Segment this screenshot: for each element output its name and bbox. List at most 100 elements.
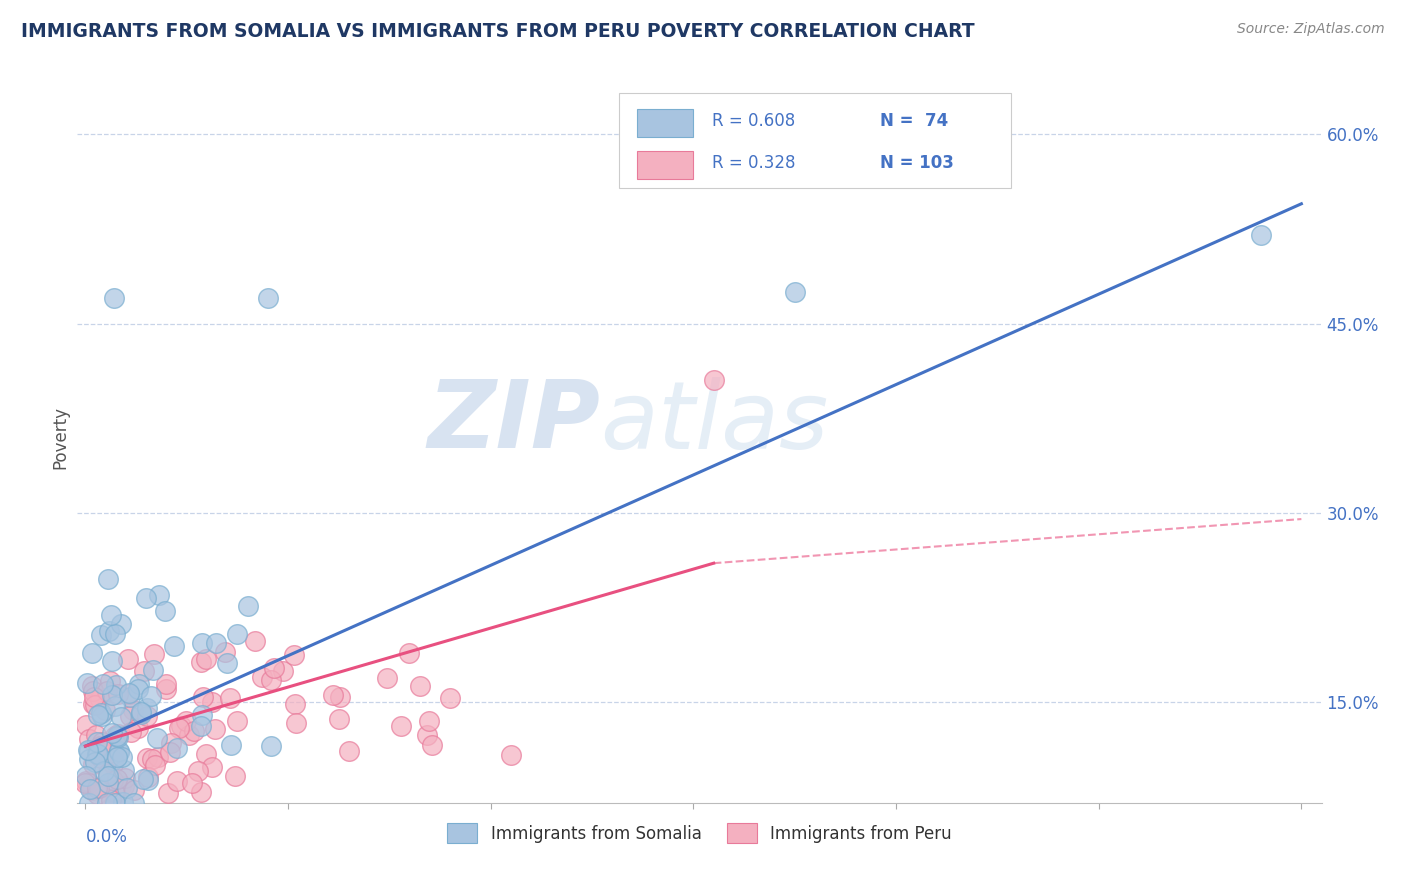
Point xyxy=(169,719,191,733)
Point xyxy=(180,776,202,790)
Point xyxy=(190,719,212,733)
Point xyxy=(77,743,100,757)
Point xyxy=(97,768,120,782)
Point xyxy=(416,728,439,742)
Point xyxy=(90,628,112,642)
Point xyxy=(398,646,420,660)
Point xyxy=(135,751,157,765)
Point xyxy=(110,750,132,764)
Point xyxy=(127,682,149,697)
Point xyxy=(117,652,139,666)
Point xyxy=(96,796,118,810)
Point xyxy=(84,755,107,769)
Point xyxy=(145,758,167,772)
Text: IMMIGRANTS FROM SOMALIA VS IMMIGRANTS FROM PERU POVERTY CORRELATION CHART: IMMIGRANTS FROM SOMALIA VS IMMIGRANTS FR… xyxy=(21,22,974,41)
Point xyxy=(112,795,135,809)
Point xyxy=(322,688,344,702)
Point xyxy=(82,646,104,660)
Point xyxy=(110,616,132,631)
Point xyxy=(100,793,122,807)
Point xyxy=(190,785,212,799)
Point xyxy=(204,635,226,649)
Point xyxy=(159,736,181,750)
Point xyxy=(104,698,127,713)
Point xyxy=(97,775,120,789)
Point xyxy=(105,750,128,764)
Point xyxy=(87,708,110,723)
Point xyxy=(219,690,242,705)
Point xyxy=(783,285,806,299)
Point xyxy=(174,714,197,728)
Point xyxy=(120,690,142,705)
Point xyxy=(105,729,128,743)
Text: R = 0.608: R = 0.608 xyxy=(711,112,796,130)
Point xyxy=(108,745,131,759)
Point xyxy=(103,785,125,799)
Point xyxy=(129,706,152,721)
Point xyxy=(141,752,163,766)
Point xyxy=(499,748,522,763)
Point xyxy=(183,724,205,739)
Point xyxy=(77,775,100,789)
Point xyxy=(187,764,209,779)
Point xyxy=(204,723,226,737)
Point xyxy=(127,721,149,735)
Point xyxy=(107,727,129,741)
Point xyxy=(107,687,129,701)
Point xyxy=(97,624,120,639)
Point xyxy=(94,703,117,717)
Point xyxy=(215,657,238,671)
Point xyxy=(107,730,129,744)
Point xyxy=(105,678,128,692)
Point xyxy=(90,706,112,720)
Point xyxy=(90,739,112,754)
Point xyxy=(191,707,214,722)
Point xyxy=(129,705,152,719)
Point xyxy=(439,690,461,705)
Point xyxy=(101,654,124,668)
Point xyxy=(260,673,283,687)
Point xyxy=(141,689,163,703)
Text: atlas: atlas xyxy=(600,377,828,468)
Point xyxy=(86,747,108,762)
Point xyxy=(110,779,132,793)
Point xyxy=(82,756,104,771)
Point xyxy=(145,731,167,745)
Point xyxy=(146,750,169,764)
Point xyxy=(283,648,305,662)
Point xyxy=(118,686,141,700)
Legend: Immigrants from Somalia, Immigrants from Peru: Immigrants from Somalia, Immigrants from… xyxy=(440,817,959,849)
Point xyxy=(136,772,159,787)
Point xyxy=(104,729,127,743)
Point xyxy=(100,608,122,623)
Point xyxy=(98,673,121,688)
Point xyxy=(225,627,247,641)
Point xyxy=(156,786,179,800)
Point xyxy=(120,708,142,723)
Point xyxy=(103,291,125,305)
Point xyxy=(120,725,142,739)
Point xyxy=(80,680,103,694)
Point xyxy=(82,783,104,797)
Point xyxy=(86,780,108,795)
Point xyxy=(121,703,143,717)
Point xyxy=(100,726,122,740)
Point xyxy=(135,591,157,605)
Point xyxy=(155,682,177,697)
Point xyxy=(225,714,247,729)
Point xyxy=(201,695,224,709)
Point xyxy=(132,772,155,786)
Point xyxy=(142,647,165,661)
Point xyxy=(136,700,159,714)
Point xyxy=(250,670,273,684)
Point xyxy=(128,677,150,691)
Point xyxy=(238,599,260,614)
Point xyxy=(260,739,283,753)
Point xyxy=(91,734,114,748)
Point xyxy=(124,796,146,810)
Point xyxy=(200,759,222,773)
Point xyxy=(153,604,176,618)
Text: R = 0.328: R = 0.328 xyxy=(711,153,796,172)
Point xyxy=(75,769,97,783)
Point xyxy=(190,655,212,669)
